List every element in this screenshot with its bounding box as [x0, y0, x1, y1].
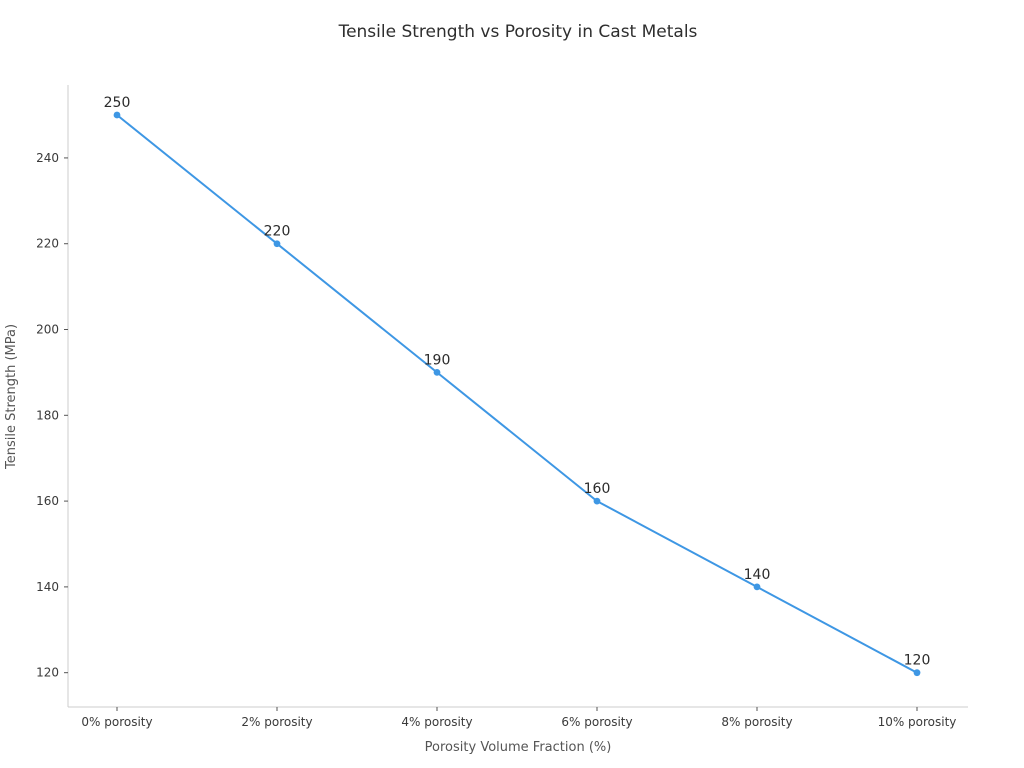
data-point-label: 140: [744, 567, 771, 583]
data-point-marker: [113, 111, 121, 119]
data-point-marker: [753, 583, 761, 591]
data-point-marker: [593, 497, 601, 505]
data-point-marker: [913, 669, 921, 677]
y-tick-label: 220: [36, 237, 59, 251]
series-line: [116, 114, 918, 674]
data-point-marker: [273, 240, 281, 248]
chart-title: Tensile Strength vs Porosity in Cast Met…: [338, 22, 698, 42]
y-tick-label: 160: [36, 494, 59, 508]
x-tick-label: 8% porosity: [721, 715, 792, 729]
data-point-label: 250: [104, 95, 131, 111]
x-tick-label: 4% porosity: [401, 715, 472, 729]
y-tick-label: 200: [36, 323, 59, 337]
x-tick-label: 0% porosity: [81, 715, 152, 729]
x-axis-label: Porosity Volume Fraction (%): [424, 740, 612, 755]
x-tick-label: 10% porosity: [878, 715, 957, 729]
data-point-label: 190: [424, 352, 451, 368]
data-point-label: 120: [904, 653, 931, 669]
y-tick-label: 120: [36, 666, 59, 680]
data-point-marker: [433, 369, 441, 376]
x-tick-label: 2% porosity: [241, 715, 312, 729]
y-tick-label: 240: [36, 151, 59, 165]
x-tick-label: 6% porosity: [561, 715, 632, 729]
y-tick-label: 180: [36, 408, 59, 422]
data-point-label: 220: [264, 224, 291, 240]
data-point-label: 160: [584, 481, 611, 497]
y-tick-label: 140: [36, 580, 59, 594]
y-axis-label: Tensile Strength (MPa): [4, 323, 19, 469]
